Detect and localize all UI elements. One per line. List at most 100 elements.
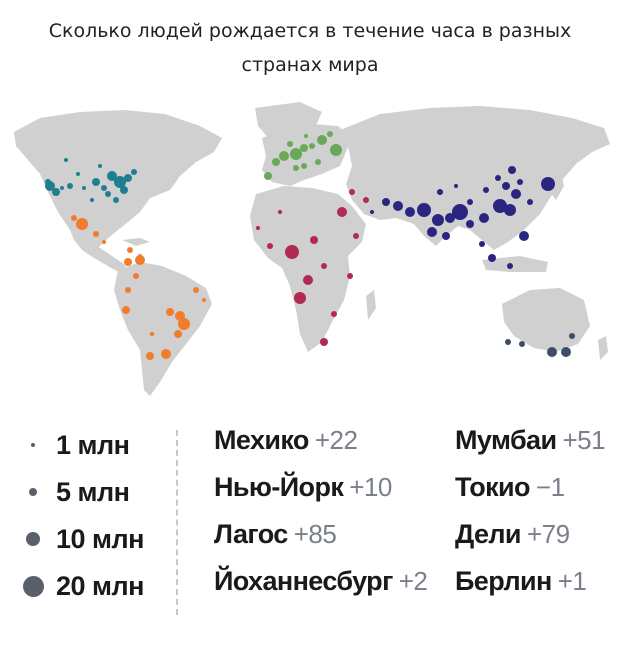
population-dot-europe xyxy=(290,148,302,160)
population-dot-north-america xyxy=(124,174,132,182)
city-name: Мумбаи xyxy=(455,425,557,455)
population-dot-asia xyxy=(479,213,489,223)
city-entry: Лагос +85 xyxy=(214,519,337,559)
population-dot-oceania xyxy=(519,341,525,347)
population-dot-latin-america xyxy=(166,308,174,316)
population-dot-latin-america xyxy=(122,306,130,314)
population-dot-africa-mideast xyxy=(320,338,328,346)
title-line-2: странах мира xyxy=(241,54,379,76)
population-dot-asia xyxy=(466,220,474,228)
population-dot-asia xyxy=(427,227,437,237)
population-dot-north-america xyxy=(52,188,60,196)
city-entry: Нью-Йорк +10 xyxy=(214,472,392,512)
scale-dot xyxy=(22,575,44,597)
population-dot-europe xyxy=(293,165,299,171)
population-dot-latin-america xyxy=(127,247,133,253)
uk xyxy=(268,138,280,156)
population-dot-asia xyxy=(519,231,529,241)
population-dot-north-america xyxy=(92,178,100,186)
central-america xyxy=(70,230,130,274)
population-dot-africa-mideast xyxy=(310,236,318,244)
population-dot-latin-america xyxy=(161,349,171,359)
population-dot-africa-mideast xyxy=(353,233,359,239)
population-dot-asia xyxy=(495,175,501,181)
scale-label: 20 млн xyxy=(56,570,144,601)
city-entry: Берлин +1 xyxy=(455,566,587,606)
population-dot-asia xyxy=(442,232,450,240)
population-dot-europe xyxy=(300,144,308,152)
population-dot-asia xyxy=(437,189,443,195)
population-dot-north-america xyxy=(107,171,117,181)
world-map xyxy=(14,102,610,396)
population-dot-latin-america xyxy=(135,255,145,265)
population-dot-africa-mideast xyxy=(337,207,347,217)
city-delta: +2 xyxy=(398,566,428,596)
population-dot-africa-mideast xyxy=(363,197,369,203)
population-dot-europe xyxy=(309,143,315,149)
population-dot-asia xyxy=(517,179,523,185)
population-dot-africa-mideast xyxy=(303,275,313,285)
population-dot-latin-america xyxy=(133,273,139,279)
population-dot-oceania xyxy=(547,347,557,357)
city-name: Токио xyxy=(455,472,530,502)
population-dot-oceania xyxy=(561,347,571,357)
population-dot-asia xyxy=(511,189,521,199)
legend-divider xyxy=(176,430,178,615)
population-dot-north-america xyxy=(45,179,51,185)
scale-item: 20 млн xyxy=(20,566,144,606)
japan xyxy=(550,168,564,200)
city-delta: −1 xyxy=(535,472,565,502)
scale-dot xyxy=(29,488,37,496)
population-dot-asia xyxy=(405,207,415,217)
population-dot-africa-mideast xyxy=(267,243,273,249)
population-dot-asia xyxy=(382,198,390,206)
population-dot-asia xyxy=(502,182,510,190)
city-delta: +51 xyxy=(562,425,606,455)
population-dot-africa-mideast xyxy=(349,189,355,195)
population-dot-europe xyxy=(264,172,272,180)
africa xyxy=(250,186,366,352)
population-dot-latin-america xyxy=(174,330,182,338)
population-dot-asia xyxy=(507,263,513,269)
city-entry: Мумбаи +51 xyxy=(455,425,606,465)
population-dot-asia xyxy=(541,177,555,191)
population-dot-asia xyxy=(445,213,455,223)
population-dot-latin-america xyxy=(76,218,88,230)
population-dot-latin-america xyxy=(150,332,154,336)
city-delta: +1 xyxy=(557,566,587,596)
asia xyxy=(340,106,610,250)
map-title: Сколько людей рождается в течение часа в… xyxy=(0,14,620,82)
population-dot-europe xyxy=(330,144,342,156)
population-dot-europe xyxy=(279,151,289,161)
city-entry: Дели +79 xyxy=(455,519,570,559)
population-dot-latin-america xyxy=(146,352,154,360)
population-dot-africa-mideast xyxy=(347,273,353,279)
population-dot-latin-america xyxy=(193,287,199,293)
scale-item: 10 млн xyxy=(20,519,144,559)
population-dots xyxy=(45,131,575,360)
population-dot-latin-america xyxy=(93,231,99,237)
population-dot-europe xyxy=(287,141,293,147)
population-dot-africa-mideast xyxy=(285,245,299,259)
population-dot-europe xyxy=(327,131,333,137)
title-line-1: Сколько людей рождается в течение часа в… xyxy=(48,20,572,42)
population-dot-asia xyxy=(479,241,485,247)
city-entry: Йоханнесбург +2 xyxy=(214,566,428,606)
population-dot-latin-america xyxy=(124,258,132,266)
city-name: Дели xyxy=(455,519,522,549)
city-delta: +79 xyxy=(526,519,570,549)
population-dot-asia xyxy=(493,199,507,213)
population-dot-europe xyxy=(315,159,321,165)
australia xyxy=(502,288,590,352)
population-dot-asia xyxy=(432,214,444,226)
scale-item: 1 млн xyxy=(20,425,130,465)
scale-dot xyxy=(31,443,35,447)
population-dot-asia xyxy=(504,204,516,216)
new-zealand xyxy=(598,336,608,360)
city-entry: Токио −1 xyxy=(455,472,565,512)
city-delta: +10 xyxy=(349,472,392,502)
city-name: Йоханнесбург xyxy=(214,566,393,596)
population-dot-oceania xyxy=(505,339,511,345)
population-dot-latin-america xyxy=(125,287,131,293)
population-dot-north-america xyxy=(90,198,94,202)
